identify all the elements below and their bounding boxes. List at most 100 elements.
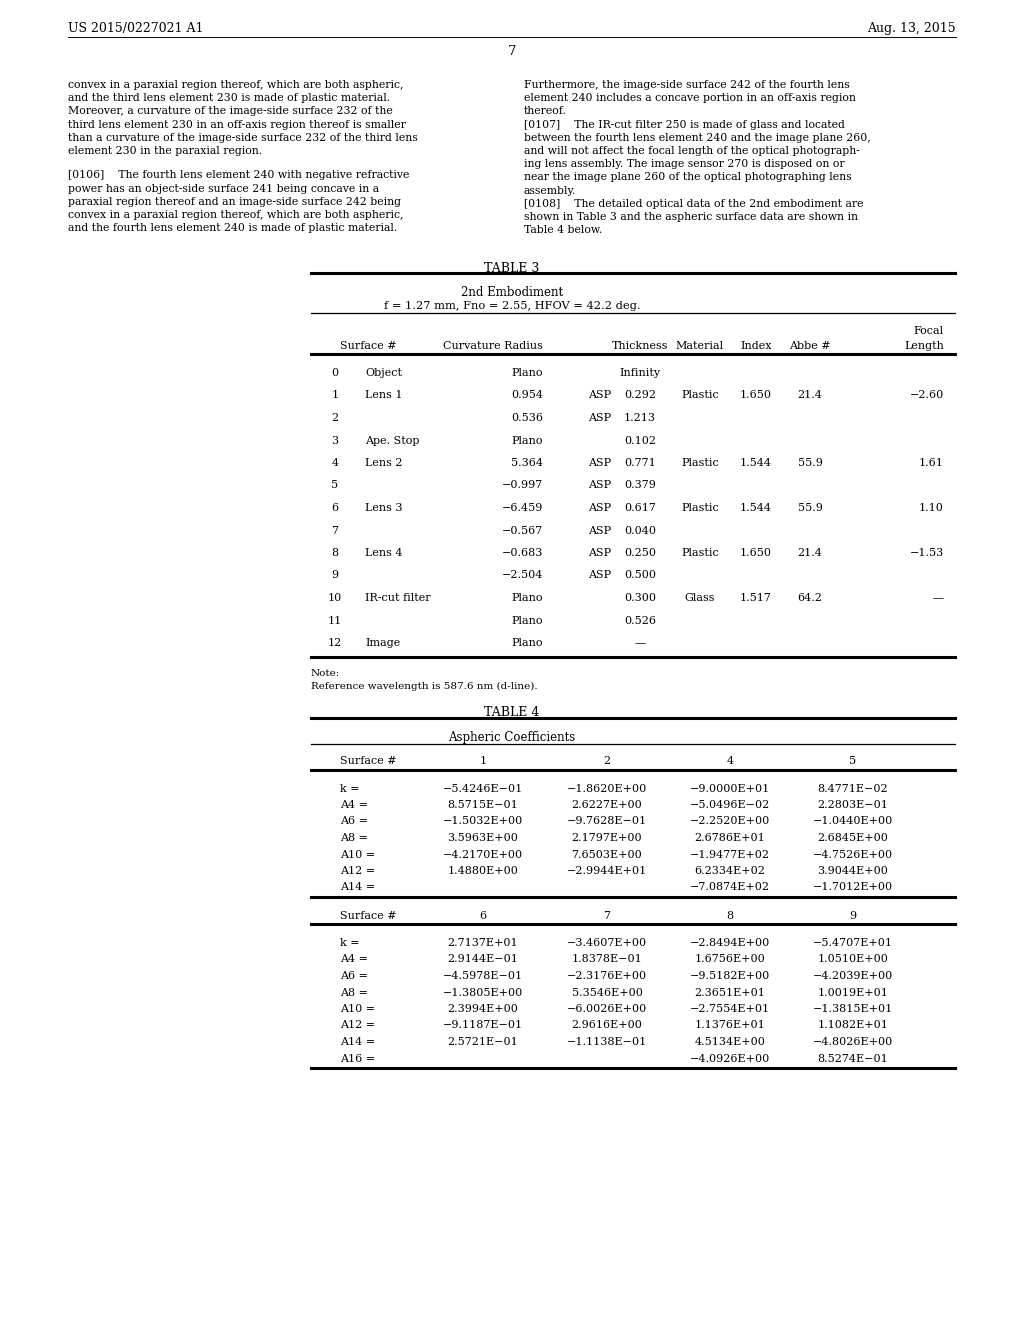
- Text: and the third lens element 230 is made of plastic material.: and the third lens element 230 is made o…: [68, 94, 390, 103]
- Text: −4.0926E+00: −4.0926E+00: [690, 1053, 770, 1064]
- Text: 1: 1: [479, 756, 486, 767]
- Text: Image: Image: [365, 638, 400, 648]
- Text: 5: 5: [332, 480, 339, 491]
- Text: Plano: Plano: [512, 615, 543, 626]
- Text: 0.292: 0.292: [624, 391, 656, 400]
- Text: than a curvature of the image-side surface 232 of the third lens: than a curvature of the image-side surfa…: [68, 133, 418, 143]
- Text: Glass: Glass: [685, 593, 715, 603]
- Text: 0.040: 0.040: [624, 525, 656, 536]
- Text: 0.771: 0.771: [624, 458, 656, 469]
- Text: −2.8494E+00: −2.8494E+00: [690, 939, 770, 948]
- Text: −2.60: −2.60: [909, 391, 944, 400]
- Text: 2.9144E−01: 2.9144E−01: [447, 954, 518, 965]
- Text: A4 =: A4 =: [340, 800, 368, 810]
- Text: 8.5715E−01: 8.5715E−01: [447, 800, 518, 810]
- Text: A12 =: A12 =: [340, 866, 375, 876]
- Text: A10 =: A10 =: [340, 850, 375, 859]
- Text: Object: Object: [365, 368, 402, 378]
- Text: 0.250: 0.250: [624, 548, 656, 558]
- Text: A14 =: A14 =: [340, 1038, 375, 1047]
- Text: ing lens assembly. The image sensor 270 is disposed on or: ing lens assembly. The image sensor 270 …: [524, 160, 845, 169]
- Text: −1.53: −1.53: [909, 548, 944, 558]
- Text: 1.4880E+00: 1.4880E+00: [447, 866, 518, 876]
- Text: 8.5274E−01: 8.5274E−01: [817, 1053, 889, 1064]
- Text: 8.4771E−02: 8.4771E−02: [818, 784, 888, 793]
- Text: −2.9944E+01: −2.9944E+01: [567, 866, 647, 876]
- Text: 2.9616E+00: 2.9616E+00: [571, 1020, 642, 1031]
- Text: TABLE 3: TABLE 3: [484, 261, 540, 275]
- Text: −6.459: −6.459: [502, 503, 543, 513]
- Text: 2.1797E+00: 2.1797E+00: [571, 833, 642, 843]
- Text: Length: Length: [904, 341, 944, 351]
- Text: A14 =: A14 =: [340, 883, 375, 892]
- Text: 0.500: 0.500: [624, 570, 656, 581]
- Text: −4.2170E+00: −4.2170E+00: [443, 850, 523, 859]
- Text: —: —: [635, 638, 645, 648]
- Text: ASP: ASP: [589, 525, 611, 536]
- Text: 7: 7: [508, 45, 516, 58]
- Text: 1.517: 1.517: [740, 593, 772, 603]
- Text: 3.9044E+00: 3.9044E+00: [817, 866, 889, 876]
- Text: third lens element 230 in an off-axis region thereof is smaller: third lens element 230 in an off-axis re…: [68, 120, 406, 129]
- Text: 0.536: 0.536: [511, 413, 543, 422]
- Text: −4.2039E+00: −4.2039E+00: [813, 972, 893, 981]
- Text: A16 =: A16 =: [340, 1053, 375, 1064]
- Text: Moreover, a curvature of the image-side surface 232 of the: Moreover, a curvature of the image-side …: [68, 107, 393, 116]
- Text: US 2015/0227021 A1: US 2015/0227021 A1: [68, 22, 204, 36]
- Text: Plastic: Plastic: [681, 391, 719, 400]
- Text: −5.4707E+01: −5.4707E+01: [813, 939, 893, 948]
- Text: IR-cut filter: IR-cut filter: [365, 593, 431, 603]
- Text: k =: k =: [340, 939, 359, 948]
- Text: A10 =: A10 =: [340, 1005, 375, 1014]
- Text: Lens 4: Lens 4: [365, 548, 402, 558]
- Text: 5.364: 5.364: [511, 458, 543, 469]
- Text: Surface #: Surface #: [340, 911, 396, 921]
- Text: convex in a paraxial region thereof, which are both aspheric,: convex in a paraxial region thereof, whi…: [68, 81, 403, 90]
- Text: 21.4: 21.4: [798, 391, 822, 400]
- Text: 2.5721E−01: 2.5721E−01: [447, 1038, 518, 1047]
- Text: 1.10: 1.10: [920, 503, 944, 513]
- Text: Ape. Stop: Ape. Stop: [365, 436, 420, 446]
- Text: ASP: ASP: [589, 458, 611, 469]
- Text: near the image plane 260 of the optical photographing lens: near the image plane 260 of the optical …: [524, 173, 852, 182]
- Text: ASP: ASP: [589, 503, 611, 513]
- Text: Abbe #: Abbe #: [790, 341, 830, 351]
- Text: Aspheric Coefficients: Aspheric Coefficients: [449, 730, 575, 743]
- Text: k =: k =: [340, 784, 359, 793]
- Text: 2.2803E−01: 2.2803E−01: [817, 800, 889, 810]
- Text: −1.1138E−01: −1.1138E−01: [567, 1038, 647, 1047]
- Text: −9.7628E−01: −9.7628E−01: [567, 817, 647, 826]
- Text: between the fourth lens element 240 and the image plane 260,: between the fourth lens element 240 and …: [524, 133, 870, 143]
- Text: Plastic: Plastic: [681, 458, 719, 469]
- Text: −9.0000E+01: −9.0000E+01: [690, 784, 770, 793]
- Text: f = 1.27 mm, Fno = 2.55, HFOV = 42.2 deg.: f = 1.27 mm, Fno = 2.55, HFOV = 42.2 deg…: [384, 301, 640, 312]
- Text: 7.6503E+00: 7.6503E+00: [571, 850, 642, 859]
- Text: 9: 9: [850, 911, 856, 921]
- Text: paraxial region thereof and an image-side surface 242 being: paraxial region thereof and an image-sid…: [68, 197, 401, 207]
- Text: −1.3815E+01: −1.3815E+01: [813, 1005, 893, 1014]
- Text: 5: 5: [850, 756, 856, 767]
- Text: 12: 12: [328, 638, 342, 648]
- Text: Lens 2: Lens 2: [365, 458, 402, 469]
- Text: 1.650: 1.650: [740, 548, 772, 558]
- Text: element 240 includes a concave portion in an off-axis region: element 240 includes a concave portion i…: [524, 94, 856, 103]
- Text: and will not affect the focal length of the optical photograph-: and will not affect the focal length of …: [524, 147, 860, 156]
- Text: Table 4 below.: Table 4 below.: [524, 226, 602, 235]
- Text: 4: 4: [332, 458, 339, 469]
- Text: [0108]    The detailed optical data of the 2nd embodiment are: [0108] The detailed optical data of the …: [524, 199, 863, 209]
- Text: 7: 7: [332, 525, 339, 536]
- Text: 9: 9: [332, 570, 339, 581]
- Text: Lens 3: Lens 3: [365, 503, 402, 513]
- Text: Plano: Plano: [512, 368, 543, 378]
- Text: 1: 1: [332, 391, 339, 400]
- Text: 1.0510E+00: 1.0510E+00: [817, 954, 889, 965]
- Text: 1.0019E+01: 1.0019E+01: [817, 987, 889, 998]
- Text: Plano: Plano: [512, 436, 543, 446]
- Text: Lens 1: Lens 1: [365, 391, 402, 400]
- Text: 1.213: 1.213: [624, 413, 656, 422]
- Text: Plano: Plano: [512, 593, 543, 603]
- Text: assembly.: assembly.: [524, 186, 577, 195]
- Text: Plastic: Plastic: [681, 503, 719, 513]
- Text: 1.1376E+01: 1.1376E+01: [694, 1020, 765, 1031]
- Text: 2.6786E+01: 2.6786E+01: [694, 833, 765, 843]
